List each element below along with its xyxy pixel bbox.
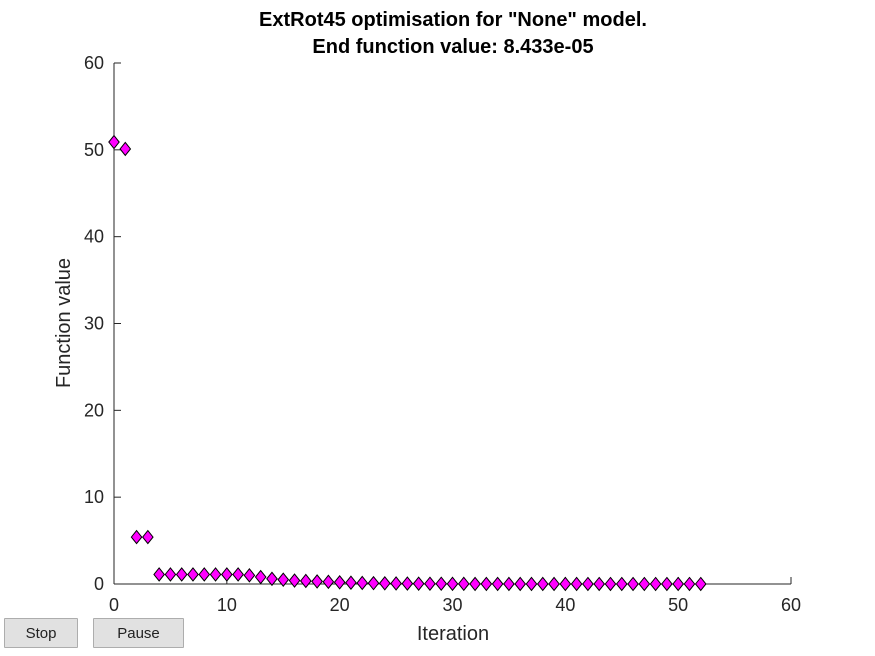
data-point	[322, 574, 335, 590]
data-point	[457, 576, 470, 592]
data-point	[604, 576, 617, 592]
data-point	[559, 576, 572, 592]
data-point	[266, 571, 278, 587]
y-tick-label: 60	[84, 53, 104, 73]
data-point	[130, 529, 143, 545]
data-point	[390, 576, 402, 591]
data-point	[142, 529, 154, 545]
data-point	[424, 576, 436, 592]
data-point	[153, 567, 165, 582]
data-point	[299, 573, 312, 589]
x-tick-label: 60	[781, 595, 801, 615]
data-point	[254, 569, 267, 585]
data-point	[469, 576, 481, 592]
y-axis-label: Function value	[53, 258, 75, 388]
data-point	[277, 572, 290, 587]
data-point	[593, 576, 606, 592]
data-point	[446, 576, 459, 592]
y-tick-label: 10	[84, 487, 104, 507]
data-point	[661, 576, 673, 592]
y-tick-label: 40	[84, 227, 104, 247]
y-tick-label: 50	[84, 140, 104, 160]
data-point	[615, 576, 628, 592]
data-point	[345, 575, 357, 590]
chart-title-line-1: ExtRot45 optimisation for "None" model.	[259, 9, 647, 31]
data-point	[525, 576, 538, 592]
data-point	[491, 576, 504, 592]
data-point	[649, 576, 662, 592]
data-point	[175, 567, 188, 582]
x-tick-label: 30	[442, 595, 462, 615]
data-point	[582, 576, 594, 592]
data-point	[536, 576, 549, 592]
data-point	[683, 576, 696, 592]
data-point	[514, 576, 527, 592]
data-point	[311, 574, 323, 589]
x-tick-label: 20	[330, 595, 350, 615]
data-point	[378, 576, 391, 591]
data-point	[288, 573, 301, 588]
data-point	[548, 576, 560, 592]
data-point	[187, 567, 199, 582]
x-tick-label: 40	[555, 595, 575, 615]
data-point	[627, 576, 639, 592]
data-point	[435, 576, 448, 592]
data-point	[232, 567, 244, 582]
data-point	[638, 576, 651, 592]
x-tick-label: 10	[217, 595, 237, 615]
data-point	[570, 576, 583, 592]
stop-button[interactable]: Stop	[4, 618, 78, 648]
data-point	[694, 576, 707, 592]
x-tick-label: 0	[109, 595, 119, 615]
data-markers	[108, 134, 707, 592]
x-tick-label: 50	[668, 595, 688, 615]
data-point	[401, 576, 414, 591]
data-point	[356, 575, 369, 591]
pause-button[interactable]: Pause	[93, 618, 184, 648]
x-axis-label: Iteration	[417, 623, 489, 645]
data-point	[333, 574, 346, 590]
data-point	[209, 567, 222, 582]
y-tick-label: 20	[84, 400, 104, 420]
axes: 0 10 20 30 40 50 60 0 10 20 30 40 50 60	[84, 53, 801, 615]
data-point	[198, 567, 211, 582]
data-point	[119, 141, 132, 157]
data-point	[672, 576, 685, 592]
data-point	[108, 134, 120, 150]
y-tick-label: 0	[94, 574, 104, 594]
data-point	[243, 568, 256, 583]
data-point	[220, 567, 233, 582]
chart-title-line-2: End function value: 8.433e-05	[312, 36, 593, 58]
data-point	[503, 576, 515, 592]
y-tick-label: 30	[84, 314, 104, 334]
data-point	[164, 567, 177, 582]
data-point	[412, 576, 425, 591]
data-point	[367, 575, 380, 591]
data-point	[480, 576, 493, 592]
